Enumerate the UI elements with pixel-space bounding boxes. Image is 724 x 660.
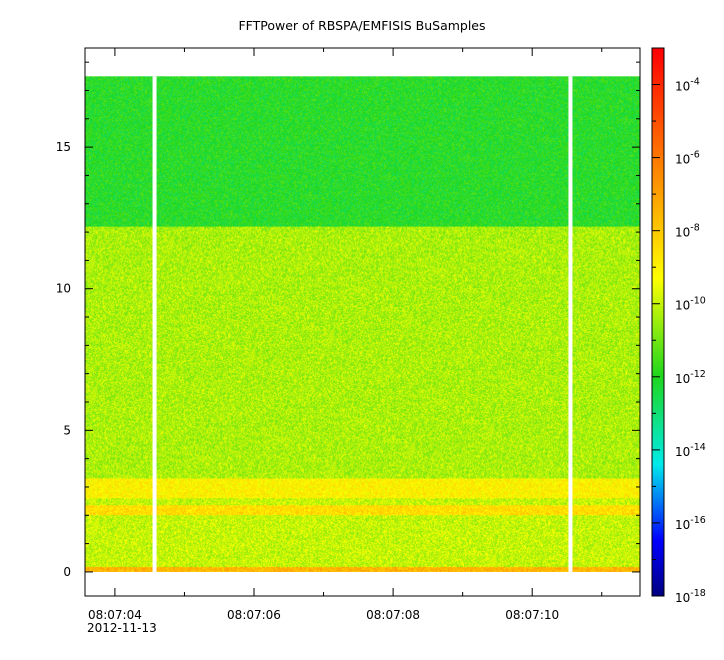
data-gaps bbox=[152, 76, 573, 572]
data-gap bbox=[152, 76, 157, 572]
y-tick-label: 15 bbox=[56, 140, 71, 154]
y-tick-label: 5 bbox=[63, 423, 71, 437]
colorbar-tick-label: 10-14 bbox=[675, 442, 706, 459]
colorbar-tick-label: 10-16 bbox=[675, 515, 706, 532]
y-tick-label: 0 bbox=[63, 565, 71, 579]
data-gap bbox=[568, 76, 573, 572]
x-axis: 08:07:04 08:07:06 08:07:08 08:07:10 bbox=[88, 48, 603, 622]
y-axis: 0 5 10 15 bbox=[56, 61, 640, 579]
x-tick-label: 08:07:06 bbox=[227, 608, 281, 622]
x-date-label: 2012-11-13 bbox=[87, 621, 157, 635]
colorbar-tick-label: 10-4 bbox=[675, 77, 700, 94]
chart-title: FFTPower of RBSPA/EMFISIS BuSamples bbox=[238, 18, 485, 33]
colorbar-tick-label: 10-8 bbox=[675, 223, 700, 240]
colorbar-tick-label: 10-10 bbox=[675, 296, 706, 313]
plot-frame bbox=[84, 47, 641, 597]
colorbar-tick-label: 10-12 bbox=[675, 369, 706, 386]
colorbar-gradient bbox=[652, 48, 664, 596]
colorbar-axis: 10-4 10-6 10-8 10-10 10-12 10-14 10-16 10-18 bbox=[652, 47, 706, 605]
spectrogram-image bbox=[85, 76, 640, 572]
y-tick-label: 10 bbox=[56, 282, 71, 296]
x-tick-label: 08:07:10 bbox=[505, 608, 559, 622]
colorbar-tick-label: 10-6 bbox=[675, 150, 700, 167]
colorbar-tick-label: 10-18 bbox=[675, 588, 706, 605]
x-tick-label: 08:07:08 bbox=[366, 608, 420, 622]
x-tick-label: 08:07:04 bbox=[88, 608, 142, 622]
